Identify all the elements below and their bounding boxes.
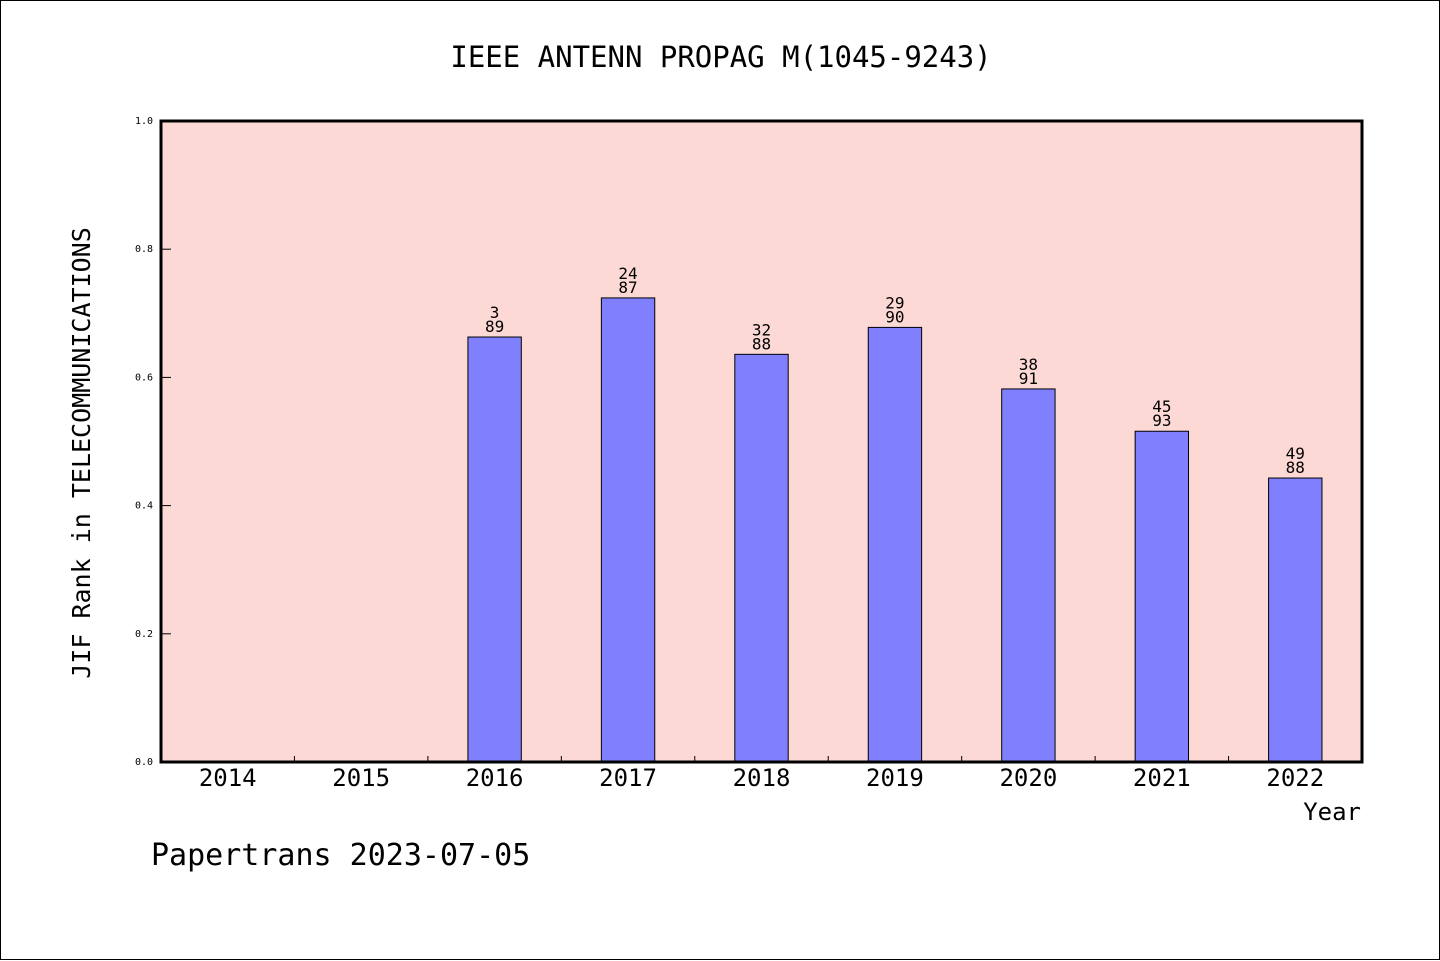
bar-rank-label: 24 [618, 264, 637, 283]
bar-2021 [1134, 430, 1190, 763]
bar-rank-label: 29 [885, 293, 904, 312]
bar-2017 [600, 297, 656, 763]
y-tick-label: 0.2 [135, 629, 153, 640]
bar-2022 [1268, 477, 1323, 763]
x-tick-label: 2015 [332, 764, 390, 792]
bar-2016 [467, 336, 522, 763]
bar-rank-label: 38 [1019, 355, 1038, 374]
chart-title: IEEE ANTENN PROPAG M(1045-9243) [450, 40, 991, 74]
bar-total-label: 89 [485, 317, 504, 336]
bars-group [467, 297, 1323, 763]
y-axis-label: JIF Rank in TELECOMMUNICATIONS [67, 227, 96, 679]
y-tick-label: 1.0 [135, 116, 153, 127]
y-tick-label: 0.4 [135, 501, 153, 512]
bar-rank-label: 49 [1286, 444, 1305, 463]
x-tick-label: 2014 [199, 764, 257, 792]
bar-2018 [734, 353, 789, 763]
y-tick-label: 0.8 [135, 244, 153, 255]
x-tick-label: 2019 [866, 764, 924, 792]
x-axis-label: Year [1303, 798, 1361, 826]
x-axis: 2014 2015 2016 2017 2018 2019 2020 2021 2022 [199, 756, 1324, 792]
plot-border [159, 119, 1364, 764]
footer-credit: Papertrans 2023-07-05 [151, 838, 530, 873]
bar-total-label: 90 [885, 307, 904, 326]
x-tick-label: 2016 [466, 764, 524, 792]
y-tick-label: 0.6 [135, 372, 153, 383]
x-tick-label: 2022 [1266, 764, 1324, 792]
bar-total-label: 88 [1286, 458, 1305, 477]
x-tick-label: 2020 [999, 764, 1057, 792]
bar-2020 [1001, 388, 1056, 763]
bar-rank-label: 45 [1152, 397, 1171, 416]
bar-rank-label: 3 [490, 303, 500, 322]
x-tick-label: 2021 [1133, 764, 1191, 792]
x-tick-label: 2017 [599, 764, 657, 792]
bar-2019 [867, 326, 923, 763]
bar-total-label: 91 [1019, 369, 1038, 388]
bar-total-label: 88 [752, 334, 771, 353]
x-tick-label: 2018 [733, 764, 791, 792]
bar-total-label: 87 [618, 278, 637, 297]
bar-total-label: 93 [1152, 411, 1171, 430]
bar-rank-label: 32 [752, 320, 771, 339]
y-tick-label: 0.0 [135, 757, 153, 768]
